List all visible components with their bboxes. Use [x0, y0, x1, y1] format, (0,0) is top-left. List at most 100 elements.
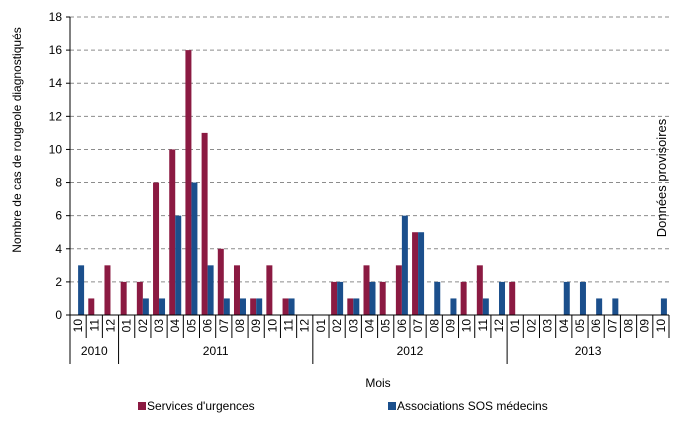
- y-tick-label-2: 2: [55, 275, 62, 289]
- x-tick-label-20: 06: [395, 319, 409, 333]
- bar-series0-16: [331, 281, 338, 315]
- bar-series0-5: [153, 182, 160, 315]
- bar-series1-13: [288, 298, 295, 315]
- x-tick-label-21: 07: [411, 319, 425, 333]
- legend-swatch-services-urgences: [138, 402, 146, 410]
- legend: Services d'urgences Associations SOS méd…: [138, 399, 548, 413]
- bar-series1-7: [191, 182, 198, 315]
- bar-series1-30: [563, 281, 570, 315]
- bar-series1-22: [434, 281, 441, 315]
- provisional-data-annotation: Données provisoires: [654, 118, 669, 237]
- x-tick-label-1: 11: [87, 319, 101, 332]
- y-tick-label-12: 12: [49, 109, 63, 123]
- y-tick-label-14: 14: [49, 76, 63, 90]
- bar-series0-7: [185, 50, 192, 315]
- year-label-2010: 2010: [81, 344, 108, 358]
- x-axis-label: Mois: [365, 376, 390, 390]
- bars-layer: [78, 50, 667, 315]
- y-tick-label-18: 18: [49, 10, 63, 24]
- legend-label-services-urgences: Services d'urgences: [147, 399, 255, 413]
- y-tick-label-8: 8: [55, 176, 62, 190]
- bar-series0-10: [233, 265, 240, 315]
- bar-series0-3: [120, 281, 127, 315]
- x-tick-label-22: 08: [427, 319, 441, 333]
- bar-series1-9: [223, 298, 230, 315]
- legend-swatch-sos-medecins: [388, 402, 396, 410]
- x-tick-label-12: 10: [265, 319, 279, 333]
- bar-series0-27: [509, 281, 516, 315]
- x-tick-label-34: 08: [622, 319, 636, 333]
- x-tick-label-25: 11: [476, 319, 490, 332]
- bar-series0-9: [217, 248, 224, 315]
- x-tick-label-33: 07: [605, 319, 619, 333]
- bar-series0-11: [250, 298, 257, 315]
- bar-series0-21: [412, 232, 419, 315]
- x-tick-label-26: 12: [492, 319, 506, 333]
- bar-series0-12: [266, 265, 273, 315]
- x-tick-label-2: 12: [103, 319, 117, 333]
- bar-series1-33: [612, 298, 619, 315]
- bar-series0-20: [395, 265, 402, 315]
- bar-series0-6: [169, 149, 176, 315]
- y-tick-label-0: 0: [55, 308, 62, 322]
- y-tick-label-16: 16: [49, 43, 63, 57]
- x-tick-label-3: 01: [120, 319, 134, 333]
- axes-layer: [66, 16, 670, 364]
- x-tick-label-28: 02: [524, 319, 538, 333]
- x-tick-label-0: 10: [71, 319, 85, 333]
- bar-series1-23: [450, 298, 457, 315]
- bar-series1-20: [401, 215, 408, 315]
- bar-series1-17: [353, 298, 360, 315]
- x-tick-label-5: 03: [152, 319, 166, 333]
- x-tick-label-10: 08: [233, 319, 247, 333]
- bar-series0-17: [347, 298, 354, 315]
- x-tick-label-6: 04: [168, 319, 182, 333]
- y-tick-label-6: 6: [55, 209, 62, 223]
- year-label-2012: 2012: [397, 344, 424, 358]
- x-tick-label-15: 01: [314, 319, 328, 333]
- x-tick-label-35: 09: [638, 319, 652, 333]
- grid-layer: [70, 16, 669, 283]
- bar-series0-19: [379, 281, 386, 315]
- x-tick-label-17: 03: [346, 319, 360, 333]
- x-tick-label-16: 02: [330, 319, 344, 333]
- bar-series0-8: [201, 132, 208, 315]
- x-tick-label-32: 06: [589, 319, 603, 333]
- x-tick-label-7: 05: [184, 319, 198, 333]
- year-label-2011: 2011: [203, 344, 229, 358]
- bar-series1-21: [418, 232, 425, 315]
- bar-series0-24: [460, 281, 467, 315]
- bar-series0-1: [88, 298, 95, 315]
- bar-series1-0: [78, 265, 85, 315]
- x-tick-label-11: 09: [249, 319, 263, 333]
- bar-series1-11: [256, 298, 263, 315]
- bar-series1-31: [579, 281, 586, 315]
- bar-series0-25: [476, 265, 483, 315]
- y-tick-label-4: 4: [55, 242, 62, 256]
- x-tick-label-23: 09: [443, 319, 457, 333]
- bar-series1-18: [369, 281, 376, 315]
- x-tick-label-31: 05: [573, 319, 587, 333]
- y-axis-label: Nombre de cas de rougeole diagnostiqués: [10, 27, 24, 252]
- year-label-2013: 2013: [575, 344, 602, 358]
- x-tick-label-4: 02: [136, 319, 150, 333]
- bar-series0-13: [282, 298, 289, 315]
- bar-series1-10: [239, 298, 246, 315]
- bar-series1-5: [159, 298, 166, 315]
- bar-series1-4: [142, 298, 149, 315]
- bar-series0-4: [136, 281, 143, 315]
- x-tick-label-8: 06: [201, 319, 215, 333]
- bar-series1-36: [660, 298, 667, 315]
- legend-label-sos-medecins: Associations SOS médecins: [397, 399, 548, 413]
- bar-series1-26: [499, 281, 506, 315]
- bar-series0-18: [363, 265, 370, 315]
- x-tick-label-18: 04: [363, 319, 377, 333]
- bar-series1-16: [337, 281, 344, 315]
- bar-series1-6: [175, 215, 182, 315]
- x-tick-label-24: 10: [460, 319, 474, 333]
- x-tick-label-9: 07: [217, 319, 231, 333]
- bar-series0-2: [104, 265, 111, 315]
